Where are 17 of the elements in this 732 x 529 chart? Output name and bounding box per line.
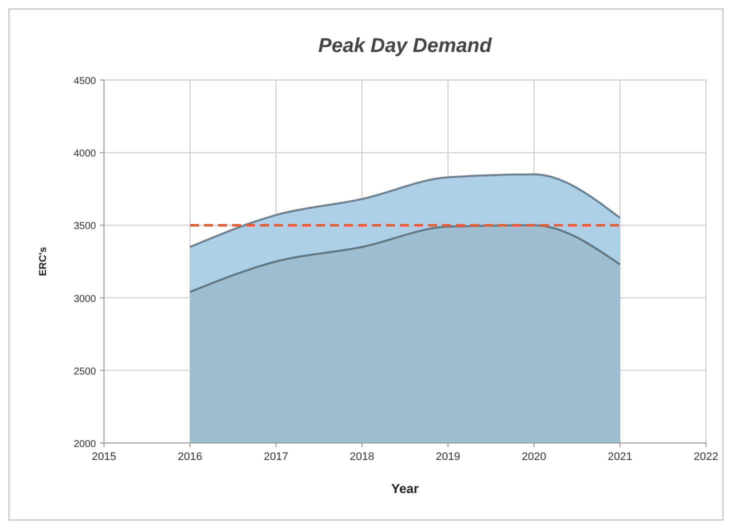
x-tick-label: 2015 [92,451,116,463]
x-tick-label: 2022 [694,451,718,463]
y-axis-title: ERC's [38,246,49,276]
y-tick-label: 3500 [74,221,96,232]
y-tick-label: 3000 [74,294,96,305]
y-tick-label: 4000 [74,148,96,160]
x-tick-label: 2020 [522,451,546,463]
chart-title: Peak Day Demand [318,35,492,57]
x-tick-label: 2021 [608,451,632,463]
x-axis-title: Year [391,481,419,496]
y-tick-label: 2500 [74,366,96,378]
x-tick-label: 2018 [350,451,374,463]
y-tick-label: 4500 [74,76,96,87]
x-tick-label: 2017 [264,451,288,463]
x-tick-label: 2016 [178,451,202,463]
x-tick-label: 2019 [436,451,460,463]
y-tick-label: 2000 [74,439,96,450]
